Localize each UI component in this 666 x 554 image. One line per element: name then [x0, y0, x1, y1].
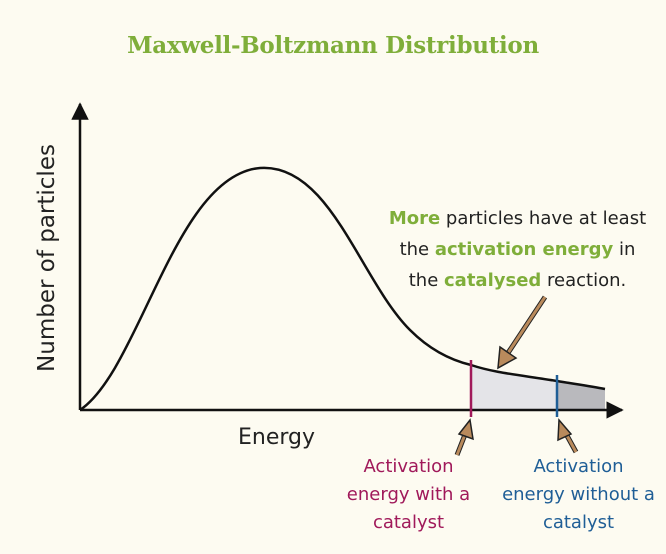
annotation-highlight-more: More [388, 208, 441, 229]
annotation-text-3: reaction. [541, 270, 627, 291]
y-axis-label: Number of particles [34, 144, 60, 372]
shaded-region-with-catalyst [471, 365, 557, 410]
catalyst-annotation: More particles have at least the activat… [385, 203, 650, 296]
distribution-curve [79, 166, 606, 412]
annotation-arrow [497, 295, 548, 370]
annotation-text-2: in the [408, 239, 636, 291]
annotation-highlight-activation-energy: activation energy [434, 239, 614, 260]
label-without-catalyst: Activation energy without a catalyst [502, 456, 655, 533]
shaded-region-without-catalyst [557, 381, 605, 410]
label-with-catalyst: Activation energy with a catalyst [346, 456, 471, 533]
x-axis-label: Energy [238, 425, 316, 450]
annotation-text-1: particles have at least the [399, 208, 647, 260]
arrow-to-with-catalyst-marker [454, 418, 474, 456]
annotation-highlight-catalysed: catalysed [444, 270, 542, 291]
arrow-to-without-catalyst-marker [557, 418, 579, 454]
diagram-title: Maxwell-Boltzmann Distribution [127, 32, 539, 59]
